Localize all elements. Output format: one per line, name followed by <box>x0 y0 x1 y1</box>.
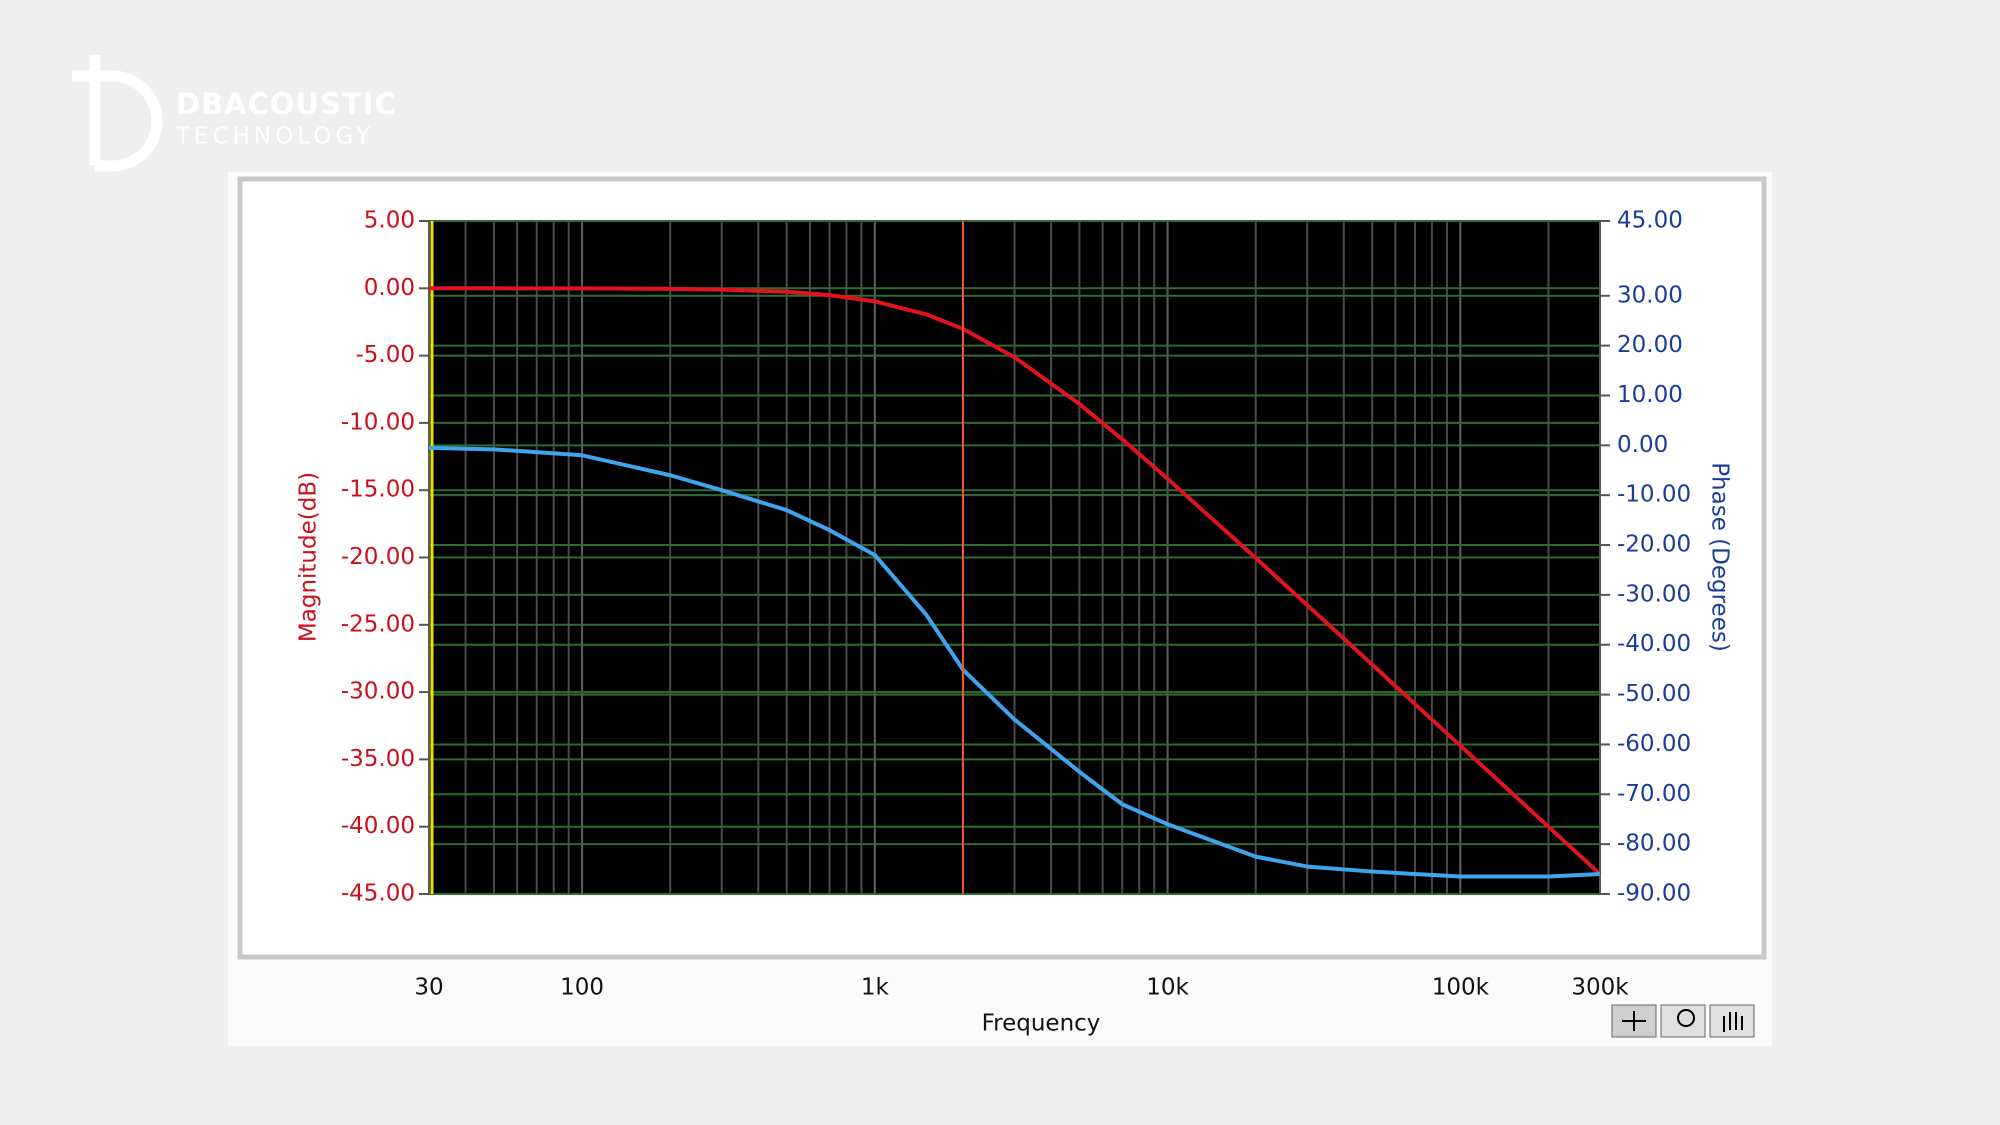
logo-mark <box>72 55 163 172</box>
x-tick-label: 100 <box>560 975 604 1001</box>
y-axis-title: Magnitude(dB) <box>296 472 322 642</box>
y-tick-label: 0.00 <box>364 275 415 301</box>
y2-tick-label: 20.00 <box>1617 332 1683 358</box>
x-tick-label: 10k <box>1146 975 1189 1001</box>
y2-tick-label: 30.00 <box>1617 282 1683 308</box>
series-line <box>429 286 1602 876</box>
y-tick-label: -20.00 <box>341 544 415 570</box>
y2-tick-label: -50.00 <box>1617 681 1691 707</box>
y-tick-label: -10.00 <box>341 409 415 435</box>
zoom-icon <box>1677 1009 1695 1027</box>
logo-name: DBACOUSTIC <box>176 87 397 121</box>
cursor-icon <box>1622 1011 1646 1031</box>
x-tick-label: 100k <box>1432 975 1490 1001</box>
y2-tick-label: -70.00 <box>1617 781 1691 807</box>
y-tick-label: -5.00 <box>355 342 415 368</box>
x-tick-label: 1k <box>861 975 890 1001</box>
y2-tick-label: -10.00 <box>1617 482 1691 508</box>
logo: DBACOUSTIC TECHNOLOGY <box>72 55 397 172</box>
y-tick-label: 5.00 <box>364 208 415 234</box>
y2-tick-label: 0.00 <box>1617 432 1668 458</box>
y2-axis-title: Phase (Degrees) <box>1707 462 1733 652</box>
y2-tick-label: -80.00 <box>1617 831 1691 857</box>
x-tick-label: 30 <box>414 975 443 1001</box>
y2-tick-label: -40.00 <box>1617 631 1691 657</box>
y2-tick-label: -20.00 <box>1617 532 1691 558</box>
grid <box>428 220 1601 895</box>
y-tick-label: -45.00 <box>341 881 415 907</box>
x-axis-title: Frequency <box>982 1011 1101 1037</box>
y2-tick-label: -90.00 <box>1617 881 1691 907</box>
pan-icon <box>1723 1012 1743 1032</box>
y-tick-label: -30.00 <box>341 679 415 705</box>
y2-tick-label: -60.00 <box>1617 731 1691 757</box>
y-tick-label: -40.00 <box>341 813 415 839</box>
logo-tagline: TECHNOLOGY <box>175 124 374 150</box>
y2-tick-label: 45.00 <box>1617 208 1683 234</box>
series-line <box>428 445 1601 879</box>
y-tick-label: -25.00 <box>341 611 415 637</box>
y-tick-label: -15.00 <box>341 477 415 503</box>
toolbar <box>1611 1004 1755 1038</box>
pan-tool[interactable] <box>1709 1004 1755 1038</box>
y2-tick-label: -30.00 <box>1617 581 1691 607</box>
y2-tick-label: 10.00 <box>1617 382 1683 408</box>
x-tick-label: 300k <box>1571 975 1629 1001</box>
y-tick-label: -35.00 <box>341 746 415 772</box>
